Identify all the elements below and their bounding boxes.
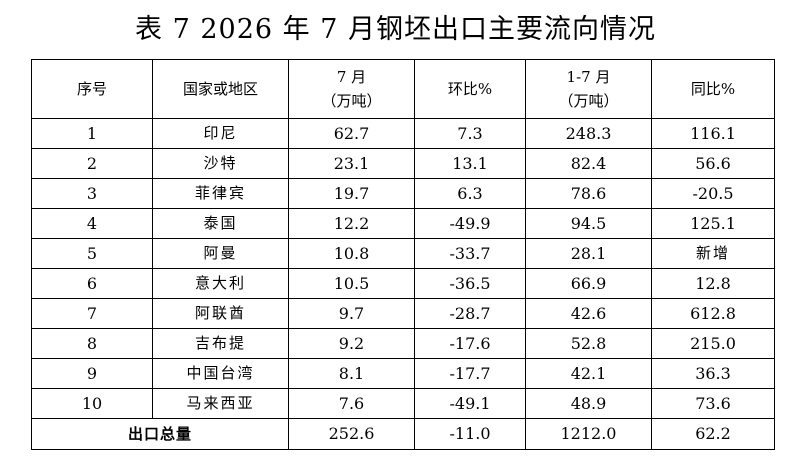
cell-ytd: 82.4 [525,148,652,179]
total-july: 252.6 [288,418,415,450]
cell-region: 意大利 [152,268,289,299]
cell-ytd: 66.9 [525,268,652,299]
cell-region: 马来西亚 [152,388,289,419]
cell-region: 泰国 [152,208,289,239]
header-ytd: 1-7 月 （万吨） [525,59,652,119]
cell-july: 10.5 [288,268,415,299]
cell-seq: 9 [31,358,153,389]
header-seq: 序号 [31,59,153,119]
header-row: 序号 国家或地区 7 月 （万吨） 环比% 1-7 月 （万吨） 同比% [31,59,775,119]
table-row: 9 中国台湾 8.1 -17.7 42.1 36.3 [31,358,775,389]
cell-seq: 3 [31,178,153,209]
table-row: 5 阿曼 10.8 -33.7 28.1 新增 [31,238,775,269]
cell-mom: 13.1 [414,148,526,179]
table-row: 3 菲律宾 19.7 6.3 78.6 -20.5 [31,178,775,209]
cell-mom: 7.3 [414,118,526,149]
cell-ytd: 78.6 [525,178,652,209]
cell-yoy: 116.1 [651,118,775,149]
cell-seq: 1 [31,118,153,149]
table-title: 表 7 2026 年 7 月钢坯出口主要流向情况 [135,14,656,45]
total-yoy: 62.2 [651,418,775,450]
cell-region: 菲律宾 [152,178,289,209]
total-label: 出口总量 [31,418,289,450]
cell-ytd: 52.8 [525,328,652,359]
cell-region: 吉布提 [152,328,289,359]
table-row: 10 马来西亚 7.6 -49.1 48.9 73.6 [31,388,775,419]
cell-yoy: 新增 [651,238,775,269]
table-row: 8 吉布提 9.2 -17.6 52.8 215.0 [31,328,775,359]
cell-ytd: 248.3 [525,118,652,149]
cell-ytd: 48.9 [525,388,652,419]
total-mom: -11.0 [414,418,526,450]
export-flow-table: 序号 国家或地区 7 月 （万吨） 环比% 1-7 月 （万吨） 同比% 1 印… [31,59,775,450]
header-mom: 环比% [414,59,526,119]
header-region: 国家或地区 [152,59,289,119]
cell-seq: 2 [31,148,153,179]
cell-mom: -33.7 [414,238,526,269]
cell-region: 阿曼 [152,238,289,269]
cell-july: 7.6 [288,388,415,419]
cell-mom: -28.7 [414,298,526,329]
cell-region: 阿联酋 [152,298,289,329]
cell-ytd: 94.5 [525,208,652,239]
cell-region: 沙特 [152,148,289,179]
cell-yoy: 56.6 [651,148,775,179]
cell-mom: -49.9 [414,208,526,239]
cell-yoy: 215.0 [651,328,775,359]
table-row: 4 泰国 12.2 -49.9 94.5 125.1 [31,208,775,239]
table-row: 6 意大利 10.5 -36.5 66.9 12.8 [31,268,775,299]
header-july-line2: （万吨） [321,92,382,110]
total-row: 出口总量 252.6 -11.0 1212.0 62.2 [31,418,775,450]
cell-mom: 6.3 [414,178,526,209]
header-ytd-line1: 1-7 月 [566,68,611,86]
cell-yoy: 612.8 [651,298,775,329]
cell-ytd: 42.1 [525,358,652,389]
cell-mom: -17.7 [414,358,526,389]
cell-ytd: 28.1 [525,238,652,269]
cell-mom: -49.1 [414,388,526,419]
cell-yoy: 125.1 [651,208,775,239]
cell-july: 62.7 [288,118,415,149]
header-ytd-line2: （万吨） [558,92,619,110]
cell-region: 中国台湾 [152,358,289,389]
cell-july: 9.7 [288,298,415,329]
cell-mom: -36.5 [414,268,526,299]
table-row: 2 沙特 23.1 13.1 82.4 56.6 [31,148,775,179]
cell-july: 10.8 [288,238,415,269]
cell-july: 19.7 [288,178,415,209]
cell-seq: 5 [31,238,153,269]
cell-region: 印尼 [152,118,289,149]
cell-seq: 7 [31,298,153,329]
cell-july: 23.1 [288,148,415,179]
table-row: 7 阿联酋 9.7 -28.7 42.6 612.8 [31,298,775,329]
header-july-line1: 7 月 [336,68,367,86]
cell-seq: 4 [31,208,153,239]
cell-yoy: -20.5 [651,178,775,209]
cell-july: 12.2 [288,208,415,239]
cell-seq: 10 [31,388,153,419]
header-july: 7 月 （万吨） [288,59,415,119]
cell-yoy: 12.8 [651,268,775,299]
cell-seq: 8 [31,328,153,359]
cell-july: 9.2 [288,328,415,359]
total-ytd: 1212.0 [525,418,652,450]
cell-mom: -17.6 [414,328,526,359]
cell-yoy: 36.3 [651,358,775,389]
cell-ytd: 42.6 [525,298,652,329]
header-yoy: 同比% [651,59,775,119]
cell-yoy: 73.6 [651,388,775,419]
cell-seq: 6 [31,268,153,299]
cell-july: 8.1 [288,358,415,389]
table-row: 1 印尼 62.7 7.3 248.3 116.1 [31,118,775,149]
